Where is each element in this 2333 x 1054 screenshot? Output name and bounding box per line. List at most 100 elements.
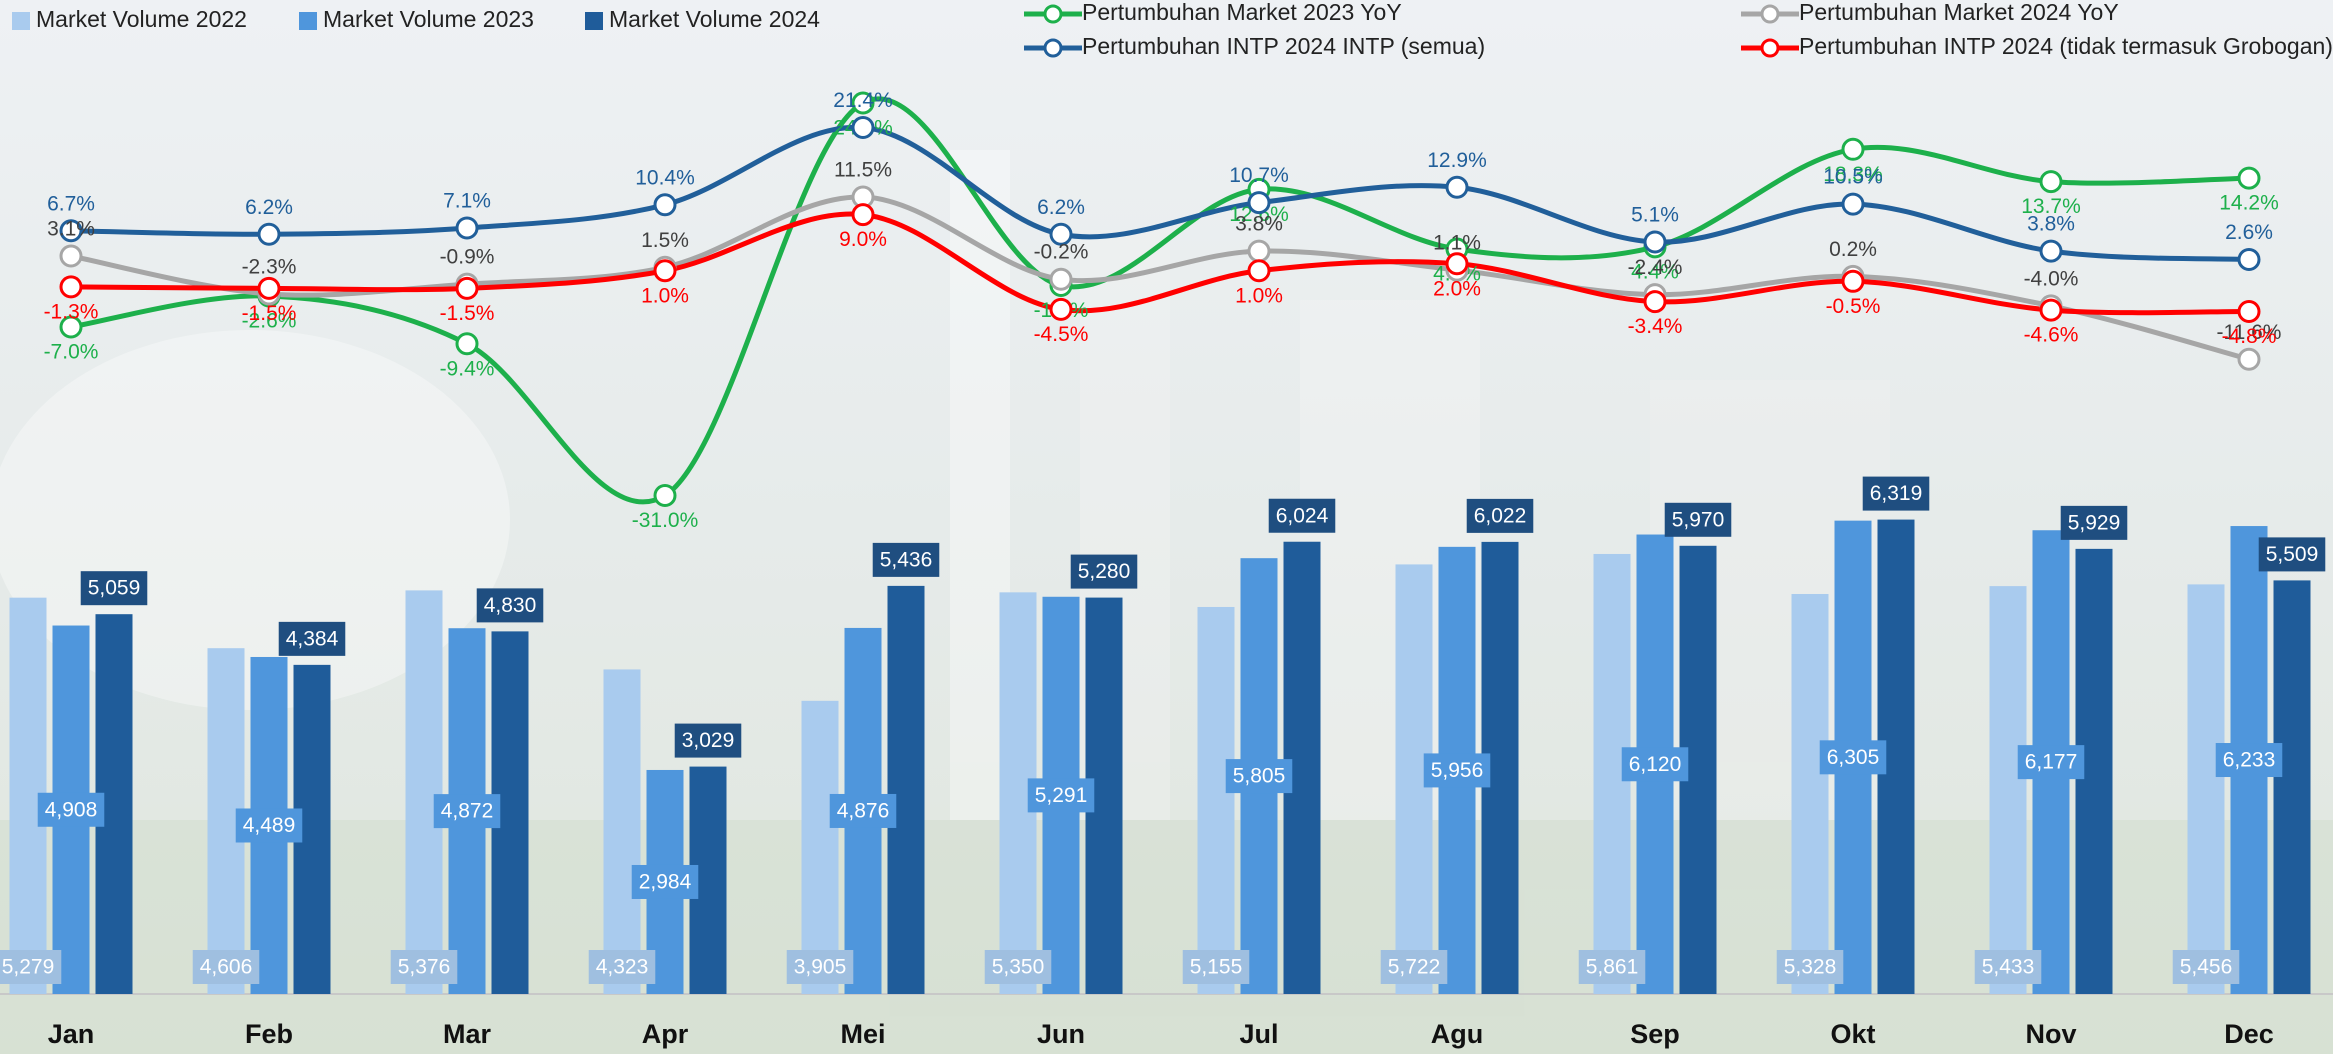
legend-marker [1760,4,1780,24]
line-marker [1049,222,1073,246]
x-tick-label: Apr [642,1019,689,1049]
data-label-text: 4,872 [441,800,494,823]
x-tick-label: Jun [1037,1019,1085,1049]
line-marker [1247,191,1271,215]
data-label-text: 4,489 [243,814,296,837]
data-label-text: 6,319 [1870,482,1923,505]
data-label: 6,319 [1862,476,1930,511]
bar [405,590,443,994]
bar [2273,580,2311,994]
data-label-box [1776,950,1844,984]
data-label-text: 5,509 [2266,543,2319,566]
data-label: 4,830 [476,588,544,623]
x-tick-label: Mar [443,1019,492,1049]
data-label: -2.6% [242,310,297,333]
bar [2187,584,2225,994]
data-label-box [1974,950,2042,984]
data-label-box [786,950,854,984]
x-tick-label: Agu [1431,1019,1483,1049]
data-label: 5,280 [1070,554,1138,589]
legend-label: Pertumbuhan INTP 2024 (tidak termasuk Gr… [1799,33,2333,59]
data-label: 2.6% [2225,221,2273,244]
data-label-box [0,950,62,984]
data-label: -4.5% [1034,323,1089,346]
data-label-box [80,571,148,606]
data-label-text: 5,456 [2180,956,2233,979]
data-label-box [235,808,303,843]
line-marker [455,216,479,240]
data-label: 6.2% [1037,196,1085,219]
line-marker [1841,192,1865,216]
line-marker [1445,175,1469,199]
data-label-box [2060,505,2128,540]
data-label: 4,872 [433,794,501,829]
data-label: -11.6% [2217,321,2282,344]
legend-swatch [585,12,603,30]
bar [1197,606,1235,994]
line-marker [1841,137,1865,161]
data-label-box [872,542,940,577]
data-label: 5,456 [2172,950,2240,984]
data-label-text: 4,876 [837,800,890,823]
line-marker [1247,239,1271,263]
data-label-text: 5,861 [1586,956,1639,979]
data-label-text: 5,291 [1035,784,1088,807]
line-marker [653,259,677,283]
data-label: -3.4% [1628,315,1683,338]
line-marker [2237,300,2261,324]
line-marker [257,222,281,246]
data-label: 5,433 [1974,950,2042,984]
data-label: 13.7% [2021,195,2081,218]
data-label-text: 5,376 [398,956,451,979]
legend-label: Market Volume 2022 [36,6,247,32]
data-label-box [1268,498,1336,533]
line-marker [257,276,281,300]
data-label-box [1621,747,1689,782]
data-label: 10.5% [1823,166,1883,189]
line [70,124,2250,263]
line-marker [2237,166,2261,190]
data-label: -0.2% [1034,241,1089,264]
data-label: 3,905 [786,950,854,984]
data-label: 5,805 [1225,759,1293,794]
data-label: 18.3% [1823,163,1883,186]
bar [801,700,839,994]
data-label-box [631,864,699,899]
data-label: -4.8% [2222,325,2277,348]
data-label: 4.4% [1631,260,1679,283]
line-marker [1643,230,1667,254]
bar [603,669,641,994]
bar [887,585,925,994]
data-label: 12.9% [1427,149,1487,172]
data-label: 4,489 [235,808,303,843]
data-label: 12.6% [1229,203,1289,226]
data-label-box [674,723,742,758]
data-label: 1.0% [641,284,689,307]
data-label: 6,022 [1466,498,1534,533]
data-label: 6,305 [1819,740,1887,775]
line-marker [851,203,875,227]
data-label: 5,291 [1027,778,1095,813]
data-label-box [2258,537,2326,572]
data-label-box [278,621,346,656]
data-label-box [1423,753,1491,788]
line-marker [653,483,677,507]
data-label-text: 2,984 [639,871,692,894]
line-marker [2039,298,2063,322]
data-label: 7.1% [443,189,491,212]
data-label: 2.0% [1433,277,1481,300]
bar [1791,593,1829,994]
legend-label: Market Volume 2023 [323,6,534,32]
data-label-box [433,794,501,829]
data-label-text: 6,024 [1276,504,1329,527]
data-label-text: 6,305 [1827,746,1880,769]
data-label-text: 4,830 [484,594,537,617]
data-label: 21.4% [833,89,893,112]
data-label-text: 5,929 [2068,511,2121,534]
data-label: 5,722 [1380,950,1448,984]
data-label-box [1027,778,1095,813]
data-label-box [588,950,656,984]
data-label-box [1664,502,1732,537]
data-label: 4,876 [829,793,897,828]
